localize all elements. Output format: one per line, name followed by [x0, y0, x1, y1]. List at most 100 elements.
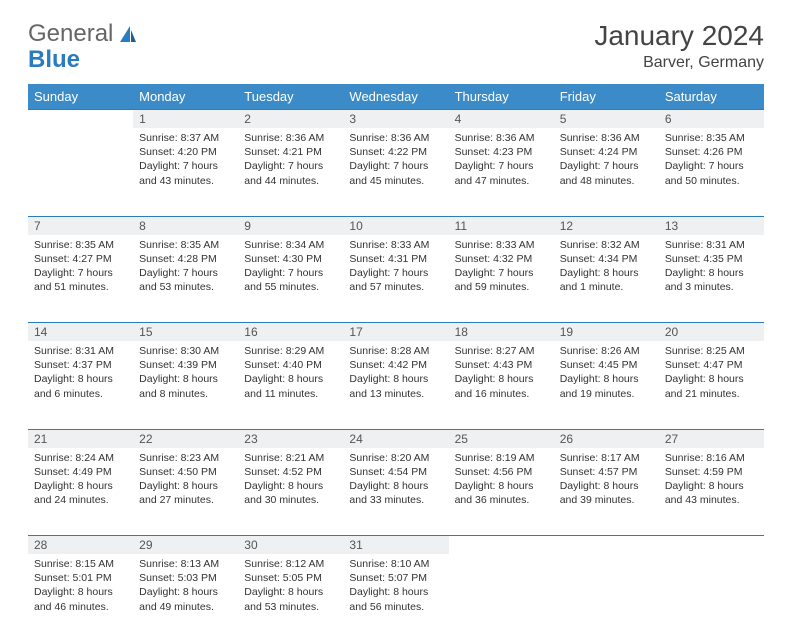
- day-content-cell: Sunrise: 8:16 AMSunset: 4:59 PMDaylight:…: [659, 448, 764, 536]
- day-number-cell: 27: [659, 429, 764, 448]
- sunset-text: Sunset: 4:21 PM: [244, 145, 337, 159]
- daylight-text: Daylight: 8 hours and 13 minutes.: [349, 372, 442, 400]
- daylight-text: Daylight: 7 hours and 45 minutes.: [349, 159, 442, 187]
- sunrise-text: Sunrise: 8:31 AM: [665, 238, 758, 252]
- daylight-text: Daylight: 7 hours and 44 minutes.: [244, 159, 337, 187]
- daylight-text: Daylight: 8 hours and 6 minutes.: [34, 372, 127, 400]
- day-content-cell: [449, 554, 554, 642]
- day-number-cell: 31: [343, 536, 448, 555]
- daylight-text: Daylight: 8 hours and 33 minutes.: [349, 479, 442, 507]
- daylight-text: Daylight: 8 hours and 3 minutes.: [665, 266, 758, 294]
- day-number-cell: 13: [659, 216, 764, 235]
- sunrise-text: Sunrise: 8:27 AM: [455, 344, 548, 358]
- sunrise-text: Sunrise: 8:24 AM: [34, 451, 127, 465]
- sunset-text: Sunset: 4:45 PM: [560, 358, 653, 372]
- sunrise-text: Sunrise: 8:23 AM: [139, 451, 232, 465]
- daylight-text: Daylight: 8 hours and 36 minutes.: [455, 479, 548, 507]
- day-number-cell: 18: [449, 323, 554, 342]
- day-number-cell: 21: [28, 429, 133, 448]
- sunrise-text: Sunrise: 8:16 AM: [665, 451, 758, 465]
- weekday-header: Tuesday: [238, 84, 343, 110]
- daylight-text: Daylight: 8 hours and 46 minutes.: [34, 585, 127, 613]
- day-content-cell: Sunrise: 8:26 AMSunset: 4:45 PMDaylight:…: [554, 341, 659, 429]
- sunrise-text: Sunrise: 8:35 AM: [665, 131, 758, 145]
- day-number: 2: [244, 112, 251, 126]
- day-number: 22: [139, 432, 152, 446]
- sunset-text: Sunset: 4:32 PM: [455, 252, 548, 266]
- daylight-text: Daylight: 7 hours and 59 minutes.: [455, 266, 548, 294]
- daylight-text: Daylight: 8 hours and 30 minutes.: [244, 479, 337, 507]
- daylight-text: Daylight: 7 hours and 48 minutes.: [560, 159, 653, 187]
- sunset-text: Sunset: 4:26 PM: [665, 145, 758, 159]
- day-content-row: Sunrise: 8:37 AMSunset: 4:20 PMDaylight:…: [28, 128, 764, 216]
- sunrise-text: Sunrise: 8:17 AM: [560, 451, 653, 465]
- day-number: 5: [560, 112, 567, 126]
- daynum-row: 21222324252627: [28, 429, 764, 448]
- daylight-text: Daylight: 8 hours and 11 minutes.: [244, 372, 337, 400]
- day-content-cell: Sunrise: 8:20 AMSunset: 4:54 PMDaylight:…: [343, 448, 448, 536]
- sunset-text: Sunset: 4:54 PM: [349, 465, 442, 479]
- daylight-text: Daylight: 8 hours and 43 minutes.: [665, 479, 758, 507]
- weekday-header: Sunday: [28, 84, 133, 110]
- weekday-header: Wednesday: [343, 84, 448, 110]
- day-number: 7: [34, 219, 41, 233]
- sunset-text: Sunset: 4:52 PM: [244, 465, 337, 479]
- day-number: 13: [665, 219, 678, 233]
- header: General January 2024 Barver, Germany: [28, 20, 764, 72]
- weekday-header: Saturday: [659, 84, 764, 110]
- sunset-text: Sunset: 4:20 PM: [139, 145, 232, 159]
- sunrise-text: Sunrise: 8:31 AM: [34, 344, 127, 358]
- sunset-text: Sunset: 4:23 PM: [455, 145, 548, 159]
- sunset-text: Sunset: 4:22 PM: [349, 145, 442, 159]
- logo: General: [28, 20, 140, 48]
- daynum-row: 28293031: [28, 536, 764, 555]
- title-block: January 2024 Barver, Germany: [594, 20, 764, 72]
- location: Barver, Germany: [594, 54, 764, 72]
- sunrise-text: Sunrise: 8:30 AM: [139, 344, 232, 358]
- day-content-cell: Sunrise: 8:17 AMSunset: 4:57 PMDaylight:…: [554, 448, 659, 536]
- sunset-text: Sunset: 4:42 PM: [349, 358, 442, 372]
- day-number: 4: [455, 112, 462, 126]
- daylight-text: Daylight: 7 hours and 43 minutes.: [139, 159, 232, 187]
- day-number: 28: [34, 538, 47, 552]
- day-number: 30: [244, 538, 257, 552]
- day-number-cell: 11: [449, 216, 554, 235]
- sunset-text: Sunset: 5:07 PM: [349, 571, 442, 585]
- sunrise-text: Sunrise: 8:21 AM: [244, 451, 337, 465]
- day-content-cell: Sunrise: 8:33 AMSunset: 4:31 PMDaylight:…: [343, 235, 448, 323]
- day-number-cell: [659, 536, 764, 555]
- logo-text-blue: Blue: [28, 46, 80, 74]
- day-content-cell: Sunrise: 8:29 AMSunset: 4:40 PMDaylight:…: [238, 341, 343, 429]
- day-content-cell: Sunrise: 8:12 AMSunset: 5:05 PMDaylight:…: [238, 554, 343, 642]
- day-content-cell: Sunrise: 8:27 AMSunset: 4:43 PMDaylight:…: [449, 341, 554, 429]
- day-content-row: Sunrise: 8:24 AMSunset: 4:49 PMDaylight:…: [28, 448, 764, 536]
- day-content-cell: Sunrise: 8:28 AMSunset: 4:42 PMDaylight:…: [343, 341, 448, 429]
- sunrise-text: Sunrise: 8:25 AM: [665, 344, 758, 358]
- day-number-cell: 25: [449, 429, 554, 448]
- day-number: 17: [349, 325, 362, 339]
- sunset-text: Sunset: 4:27 PM: [34, 252, 127, 266]
- sunset-text: Sunset: 4:39 PM: [139, 358, 232, 372]
- sunset-text: Sunset: 4:30 PM: [244, 252, 337, 266]
- day-content-row: Sunrise: 8:15 AMSunset: 5:01 PMDaylight:…: [28, 554, 764, 642]
- day-number-cell: [449, 536, 554, 555]
- sunset-text: Sunset: 4:31 PM: [349, 252, 442, 266]
- sunrise-text: Sunrise: 8:20 AM: [349, 451, 442, 465]
- daylight-text: Daylight: 8 hours and 49 minutes.: [139, 585, 232, 613]
- sunset-text: Sunset: 4:57 PM: [560, 465, 653, 479]
- sunrise-text: Sunrise: 8:33 AM: [349, 238, 442, 252]
- day-content-cell: Sunrise: 8:35 AMSunset: 4:28 PMDaylight:…: [133, 235, 238, 323]
- day-number-cell: 28: [28, 536, 133, 555]
- sunrise-text: Sunrise: 8:13 AM: [139, 557, 232, 571]
- sunset-text: Sunset: 4:43 PM: [455, 358, 548, 372]
- day-number: 12: [560, 219, 573, 233]
- day-content-cell: Sunrise: 8:36 AMSunset: 4:24 PMDaylight:…: [554, 128, 659, 216]
- day-content-cell: Sunrise: 8:33 AMSunset: 4:32 PMDaylight:…: [449, 235, 554, 323]
- day-number-cell: 2: [238, 110, 343, 129]
- day-number: 6: [665, 112, 672, 126]
- day-number-cell: 5: [554, 110, 659, 129]
- day-number: 31: [349, 538, 362, 552]
- sunrise-text: Sunrise: 8:12 AM: [244, 557, 337, 571]
- day-number: 14: [34, 325, 47, 339]
- day-number: 10: [349, 219, 362, 233]
